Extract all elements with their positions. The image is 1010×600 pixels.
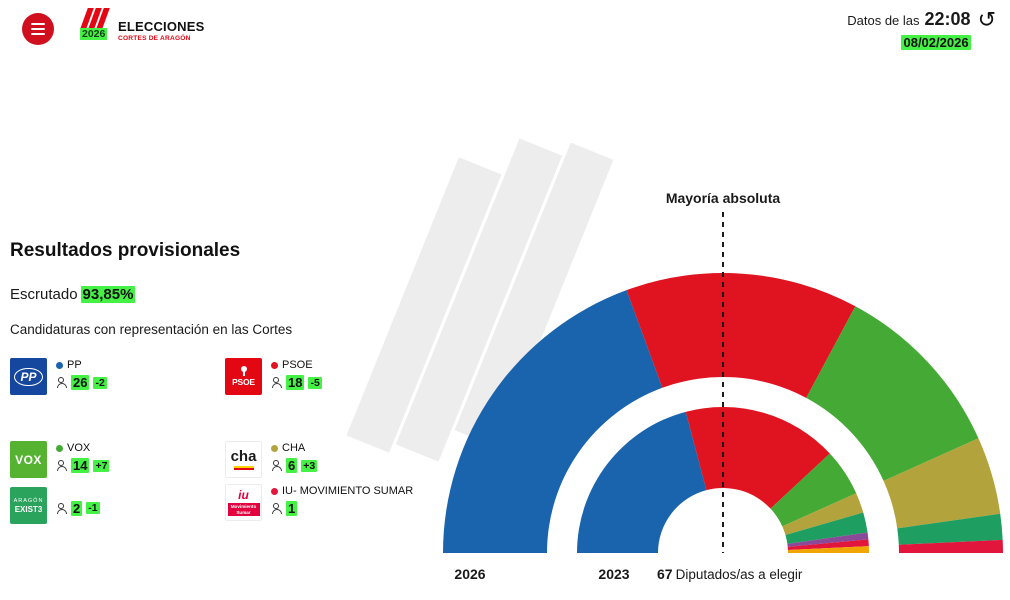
seat-diff: -2 [93, 376, 107, 389]
seat-segment-2023-VOX[interactable] [770, 453, 857, 527]
seat-segment-2023-PODEMOS[interactable] [787, 532, 869, 547]
party-card-vox: VOX VOX 14 +7 [10, 441, 110, 478]
seat-diff: +7 [93, 459, 110, 472]
seat-segment-2026-IU[interactable] [898, 539, 1003, 553]
existe-logo: ARAGÓN EXIST3 [10, 487, 47, 524]
seat-segment-2026-CHA[interactable] [883, 438, 1001, 529]
seat-segment-2026-EXISTE[interactable] [897, 513, 1003, 545]
seat-segment-2023-PSOE[interactable] [685, 407, 830, 509]
seat-segment-2026-VOX[interactable] [806, 306, 979, 481]
cha-stripes-icon [233, 466, 254, 470]
party-color-dot [271, 361, 278, 369]
person-icon [271, 460, 282, 471]
logo-subtitle: CORTES DE ARAGÓN [118, 35, 191, 42]
party-color-dot [271, 487, 278, 495]
seat-segment-2023-PP[interactable] [577, 411, 707, 553]
pp-logo: PP [10, 358, 47, 395]
party-seats: 2 -1 [56, 500, 100, 516]
person-icon [56, 460, 67, 471]
party-seats: 26 -2 [56, 375, 107, 390]
party-seats: 6 +3 [271, 458, 318, 473]
ring-label-2026: 2026 [454, 566, 486, 582]
seat-diff: -1 [86, 502, 100, 514]
hamburger-icon [31, 23, 45, 25]
iu-sumar-logo: iu Movimiento Sumar [225, 484, 262, 521]
data-time-label: Datos de las [847, 13, 920, 28]
menu-button[interactable] [22, 13, 54, 45]
party-card-existe: ARAGÓN EXIST3 2 -1 [10, 487, 100, 524]
seat-count: 18 [286, 375, 305, 390]
majority-dashed-line [722, 212, 724, 553]
hemicycle-chart [443, 273, 1003, 553]
data-timestamp: Datos de las 22:08 08/02/2026 ↺ [847, 9, 996, 50]
seat-count: 2 [71, 500, 83, 516]
seat-segment-2026-PP[interactable] [443, 290, 663, 553]
party-name: IU- MOVIMIENTO SUMAR [271, 485, 413, 497]
seat-count: 6 [286, 458, 298, 473]
party-card-psoe: PSOE PSOE 18 -5 [225, 358, 322, 395]
logo-year: 2026 [80, 28, 108, 40]
party-name: VOX [56, 442, 109, 454]
party-seats: 18 -5 [271, 375, 322, 390]
psoe-logo: PSOE [225, 358, 262, 395]
scrutinized-value: 93,85% [80, 286, 136, 303]
seat-segment-2023-EXISTE[interactable] [785, 512, 868, 544]
party-name: CHA [271, 442, 317, 454]
total-seats-label: 67 Diputados/as a elegir [657, 566, 803, 582]
history-refresh-icon[interactable]: ↺ [977, 7, 996, 32]
seat-segment-2026-PSOE[interactable] [626, 273, 856, 398]
party-card-iu-sumar: iu Movimiento Sumar IU- MOVIMIENTO SUMAR… [225, 484, 413, 521]
person-icon [271, 377, 282, 388]
seat-diff: +3 [301, 459, 318, 472]
party-card-cha: cha CHA 6 +3 [225, 441, 318, 478]
scrutinized-label: Escrutado [10, 286, 78, 303]
data-date-value: 08/02/2026 [901, 35, 971, 50]
person-icon [56, 502, 67, 514]
party-name: PP [56, 359, 107, 371]
party-seats: 14 +7 [56, 458, 110, 473]
majority-label: Mayoría absoluta [665, 190, 781, 206]
candidaturas-subtitle: Candidaturas con representación en las C… [10, 322, 293, 337]
party-color-dot [56, 444, 63, 452]
results-panel: Resultados provisionales Escrutado 93,85%… [10, 240, 440, 337]
seat-segment-2023-IU[interactable] [787, 539, 869, 550]
vox-logo: VOX [10, 441, 47, 478]
logo-stripes-icon: 2026 [80, 8, 112, 46]
seat-segment-2023-PAR[interactable] [787, 546, 869, 553]
seat-count: 26 [71, 375, 90, 390]
seat-count: 14 [71, 458, 90, 473]
person-icon [271, 503, 282, 514]
page-title: Resultados provisionales [10, 240, 241, 261]
party-seats: 1 [271, 501, 413, 516]
cha-logo: cha [225, 441, 262, 478]
ring-label-2023: 2023 [598, 566, 630, 582]
party-color-dot [56, 361, 63, 369]
seat-diff: -5 [308, 376, 322, 389]
hamburger-icon [31, 28, 45, 30]
seat-count: 1 [286, 501, 298, 516]
hamburger-icon [31, 33, 45, 35]
scrutinized-line: Escrutado 93,85% [10, 286, 440, 303]
seat-segment-2023-CHA[interactable] [782, 493, 864, 535]
party-color-dot [271, 444, 278, 452]
elections-logo: 2026 ELECCIONES CORTES DE ARAGÓN [80, 8, 205, 46]
person-icon [56, 377, 67, 388]
psoe-rose-icon [239, 366, 249, 376]
party-name: PSOE [271, 359, 322, 371]
logo-title: ELECCIONES [118, 19, 205, 34]
data-time-value: 22:08 [924, 9, 971, 29]
party-card-pp: PP PP 26 -2 [10, 358, 107, 395]
